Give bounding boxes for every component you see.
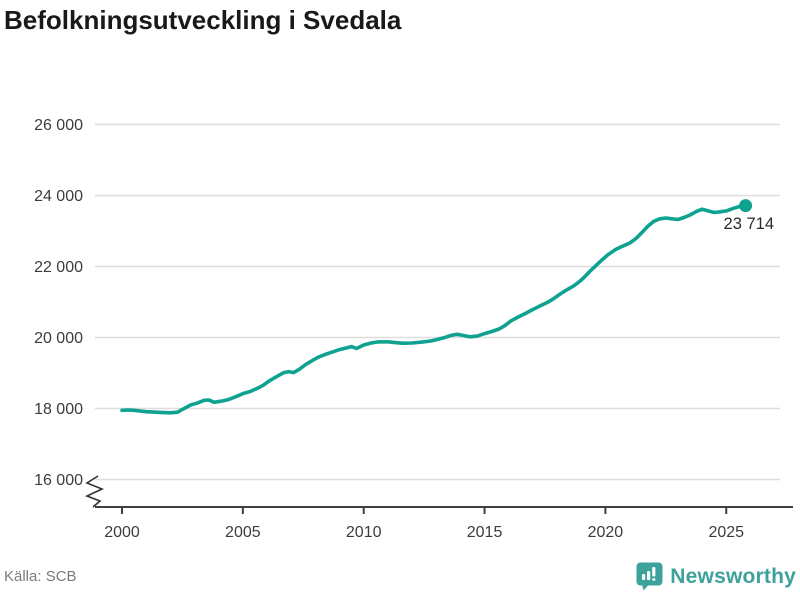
y-axis-tick-label: 26 000 (34, 117, 83, 134)
population-line-chart: 16 000 18 000 20 000 22 000 24 000 26 000 2000… (34, 117, 793, 541)
newsworthy-bar-chart-icon (636, 562, 663, 591)
y-axis-tick-label: 22 000 (34, 259, 83, 276)
newsworthy-wordmark: Newsworthy (670, 564, 796, 588)
series-end-value-label: 23 714 (724, 215, 774, 233)
y-axis-tick-label: 16 000 (34, 472, 83, 489)
x-axis-tick-label: 2005 (225, 524, 261, 541)
y-axis-break-squiggle-icon (84, 475, 105, 508)
page-title: Befolkningsutveckling i Svedala (4, 5, 402, 35)
x-axis-tick-label: 2025 (708, 524, 744, 541)
population-series-line (120, 203, 748, 415)
x-axis-tick-label: 2020 (588, 524, 624, 541)
y-axis-tick-label: 20 000 (34, 330, 83, 347)
series-end-point-marker (739, 199, 753, 213)
y-axis-tick-label: 18 000 (34, 401, 83, 418)
newsworthy-logo[interactable]: Newsworthy (636, 562, 796, 591)
source-label: Källa: SCB (4, 568, 77, 585)
x-axis-tick-label: 2000 (104, 524, 140, 541)
footer: Källa: SCB Newsworthy (0, 562, 800, 596)
y-axis-tick-label: 24 000 (34, 188, 83, 205)
x-axis-tick-label: 2010 (346, 524, 382, 541)
x-axis-tick-label: 2015 (467, 524, 503, 541)
